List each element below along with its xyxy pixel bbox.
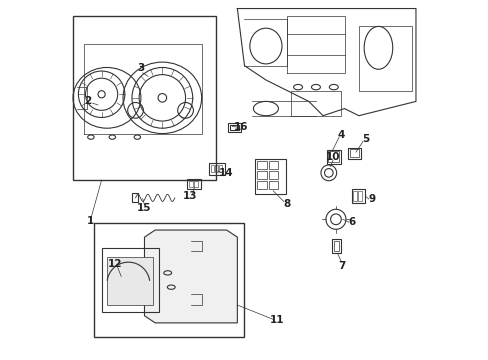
Bar [230, 125, 239, 130]
Text: 7: 7 [337, 261, 345, 271]
Text: 2: 2 [84, 96, 91, 107]
Bar [347, 148, 360, 158]
Bar [255, 158, 285, 194]
Text: 11: 11 [269, 315, 284, 325]
Bar [257, 181, 266, 189]
Bar [94, 223, 244, 337]
Text: 15: 15 [136, 203, 151, 213]
Bar [358, 26, 411, 91]
Text: 1: 1 [86, 216, 94, 226]
Bar [351, 189, 365, 203]
Text: 9: 9 [367, 194, 374, 204]
Bar [268, 161, 278, 169]
Bar [73, 16, 216, 180]
Bar [326, 150, 340, 164]
Text: 4: 4 [337, 130, 345, 140]
Text: 13: 13 [183, 191, 197, 201]
Bar [357, 191, 361, 202]
Bar [219, 165, 222, 172]
Text: 8: 8 [283, 199, 290, 209]
Text: 6: 6 [347, 217, 355, 227]
Text: 14: 14 [218, 168, 233, 178]
Text: 16: 16 [233, 122, 248, 132]
Bar [102, 248, 159, 312]
Bar [268, 181, 278, 189]
Text: 10: 10 [325, 153, 340, 162]
Bar [349, 149, 358, 157]
Bar [328, 152, 339, 162]
Polygon shape [107, 257, 153, 305]
Bar [352, 191, 356, 202]
Bar [189, 181, 193, 187]
Bar [215, 165, 218, 172]
Text: 12: 12 [108, 259, 122, 269]
Bar [333, 241, 339, 251]
Bar [331, 239, 340, 253]
Bar [187, 179, 201, 189]
Bar [228, 123, 241, 132]
Bar [208, 163, 224, 175]
Bar [257, 161, 266, 169]
Bar [194, 181, 198, 187]
Bar [132, 193, 138, 202]
Text: 5: 5 [362, 134, 369, 144]
Bar [257, 171, 266, 179]
Bar [210, 165, 213, 172]
Polygon shape [144, 230, 237, 323]
Text: 3: 3 [137, 63, 144, 73]
Bar [268, 171, 278, 179]
